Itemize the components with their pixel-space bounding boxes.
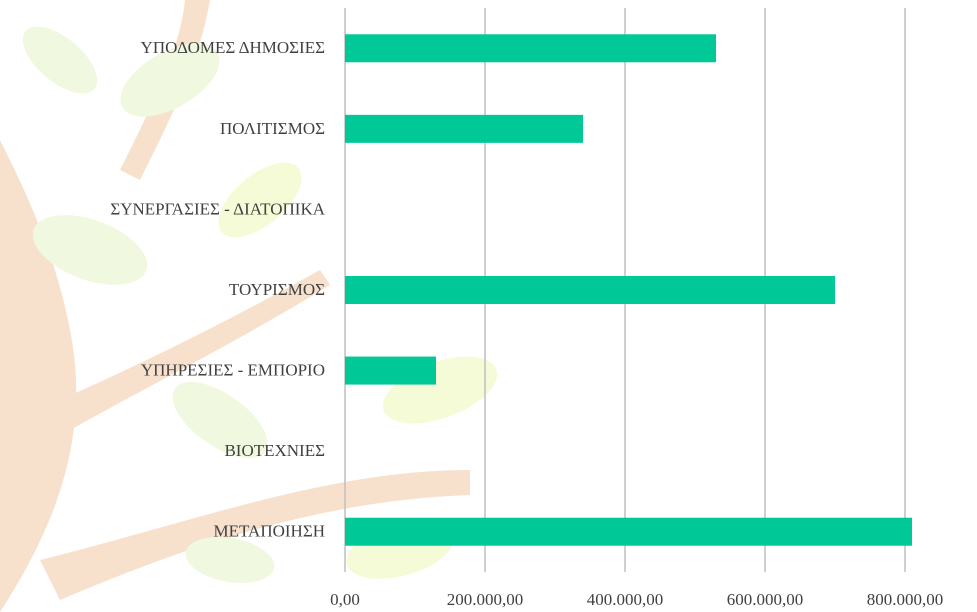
bar bbox=[345, 34, 716, 63]
y-tick-label: ΜΕΤΑΠΟΙΗΣΗ bbox=[214, 522, 325, 541]
bar bbox=[345, 517, 912, 546]
x-tick-label: 0,00 bbox=[330, 590, 360, 609]
y-tick-label: ΥΠΗΡΕΣΙΕΣ - ΕΜΠΟΡΙΟ bbox=[141, 360, 325, 379]
bar bbox=[345, 356, 436, 385]
y-tick-label: ΠΟΛΙΤΙΣΜΟΣ bbox=[220, 119, 325, 138]
y-tick-label: ΣΥΝΕΡΓΑΣΙΕΣ - ΔΙΑΤΟΠΙΚΑ bbox=[110, 199, 325, 218]
x-tick-label: 400.000,00 bbox=[587, 590, 664, 609]
y-tick-label: ΥΠΟΔΟΜΕΣ ΔΗΜΟΣΙΕΣ bbox=[141, 38, 326, 57]
y-tick-label: ΤΟΥΡΙΣΜΟΣ bbox=[229, 280, 325, 299]
x-tick-label: 600.000,00 bbox=[727, 590, 804, 609]
x-tick-label: 800.000,00 bbox=[867, 590, 944, 609]
bar bbox=[345, 114, 583, 143]
background-tree bbox=[0, 0, 498, 612]
y-tick-label: ΒΙΟΤΕΧΝΙΕΣ bbox=[224, 441, 325, 460]
bar bbox=[345, 276, 835, 304]
x-tick-label: 200.000,00 bbox=[447, 590, 524, 609]
